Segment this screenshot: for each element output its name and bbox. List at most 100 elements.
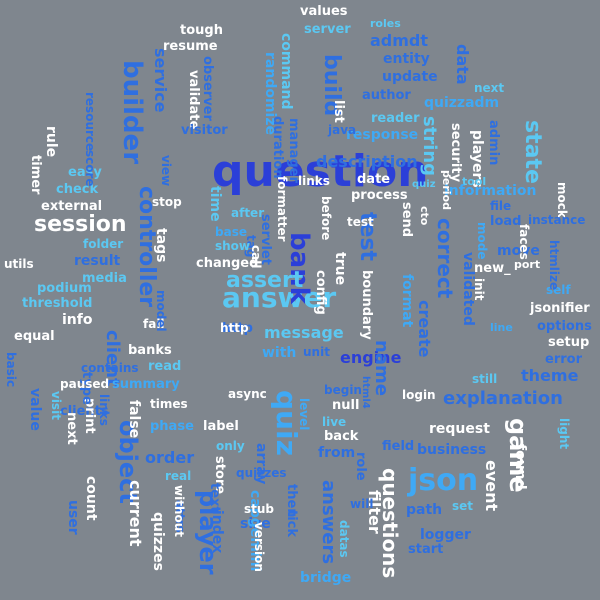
- word: faces: [517, 224, 531, 260]
- word: text: [207, 483, 222, 513]
- word: process: [351, 188, 408, 203]
- word: options: [537, 319, 592, 334]
- word: bridge: [300, 570, 352, 586]
- word: event: [482, 460, 501, 512]
- word: light: [557, 418, 571, 450]
- word: format: [399, 274, 415, 328]
- word: move: [497, 243, 540, 259]
- word: will: [350, 497, 374, 511]
- word: order: [145, 448, 195, 467]
- word: test: [347, 215, 374, 229]
- word: real: [165, 469, 192, 483]
- word: with: [262, 345, 297, 361]
- word: field: [382, 439, 415, 454]
- word: logger: [420, 527, 471, 543]
- word: next: [474, 81, 505, 95]
- word: next: [64, 412, 79, 445]
- word: builder: [117, 60, 147, 165]
- word: server: [304, 22, 351, 37]
- word: tough: [180, 23, 223, 38]
- word: validate: [186, 70, 201, 130]
- word: phase: [150, 419, 194, 434]
- word: without: [172, 485, 186, 538]
- word: observer: [200, 56, 215, 121]
- word: quizzadm: [424, 95, 500, 111]
- word: podium: [37, 281, 92, 296]
- word: config: [313, 270, 328, 315]
- word: stop: [152, 195, 182, 209]
- word: boundary: [359, 270, 374, 340]
- word: visitor: [181, 123, 228, 138]
- word: unit: [303, 345, 330, 359]
- word: timer: [28, 155, 43, 195]
- word: load: [490, 214, 522, 229]
- word: roles: [370, 17, 401, 30]
- word: quizzes: [150, 512, 166, 571]
- word: label: [203, 419, 239, 434]
- word: quiz: [412, 179, 436, 190]
- word: duration: [270, 116, 285, 179]
- word: count: [83, 476, 99, 521]
- word: fail: [143, 317, 165, 331]
- word: index: [209, 510, 225, 554]
- word: equal: [14, 329, 55, 344]
- word: new_: [474, 261, 511, 276]
- word: easy: [68, 165, 102, 180]
- word: correct: [433, 218, 457, 299]
- word: java: [328, 123, 357, 137]
- word: instance: [528, 213, 586, 227]
- word: rule: [43, 126, 59, 158]
- word: update: [382, 69, 438, 85]
- word: explanation: [443, 388, 563, 409]
- word: list: [331, 100, 346, 123]
- word: state: [520, 120, 545, 184]
- word: quiz: [270, 390, 303, 456]
- word: resource: [83, 92, 97, 152]
- word: json: [408, 463, 479, 498]
- word: start: [408, 542, 444, 557]
- word: banks: [128, 343, 172, 358]
- word: assert: [226, 268, 304, 293]
- word: path: [406, 502, 443, 518]
- word: date: [357, 172, 391, 187]
- word: utils: [4, 257, 34, 271]
- word: jsonifier: [530, 301, 590, 316]
- word: session: [34, 212, 127, 237]
- word: quizzes: [236, 466, 287, 480]
- word: changed: [196, 256, 259, 271]
- word: http: [220, 321, 249, 335]
- word: base: [215, 225, 247, 239]
- word: size: [240, 516, 271, 532]
- word: links: [97, 394, 111, 426]
- word: times: [150, 397, 188, 411]
- word: values: [300, 4, 348, 19]
- word: only: [216, 439, 245, 453]
- word: role: [353, 452, 368, 481]
- word: found: [512, 444, 528, 490]
- word: reader: [371, 111, 420, 126]
- word: login: [402, 388, 436, 402]
- word: create: [415, 300, 434, 358]
- word: version: [252, 522, 266, 572]
- word: business: [417, 442, 487, 458]
- word: async: [228, 387, 267, 401]
- word: engine: [340, 348, 402, 367]
- word: set: [452, 499, 474, 513]
- word: answer: [222, 281, 337, 314]
- word: time: [207, 186, 223, 222]
- word: call: [249, 245, 263, 269]
- word: string: [419, 116, 440, 177]
- word: service: [151, 48, 170, 113]
- word: tick: [284, 510, 299, 538]
- word: datas: [337, 520, 351, 558]
- word: formatter: [275, 176, 289, 242]
- word: show: [215, 239, 251, 253]
- word: question: [212, 146, 429, 197]
- word: self: [546, 283, 571, 297]
- word: html4: [360, 376, 371, 409]
- word: check: [56, 182, 99, 197]
- word: name: [371, 340, 392, 396]
- word: port: [514, 258, 541, 271]
- word: http: [222, 321, 253, 336]
